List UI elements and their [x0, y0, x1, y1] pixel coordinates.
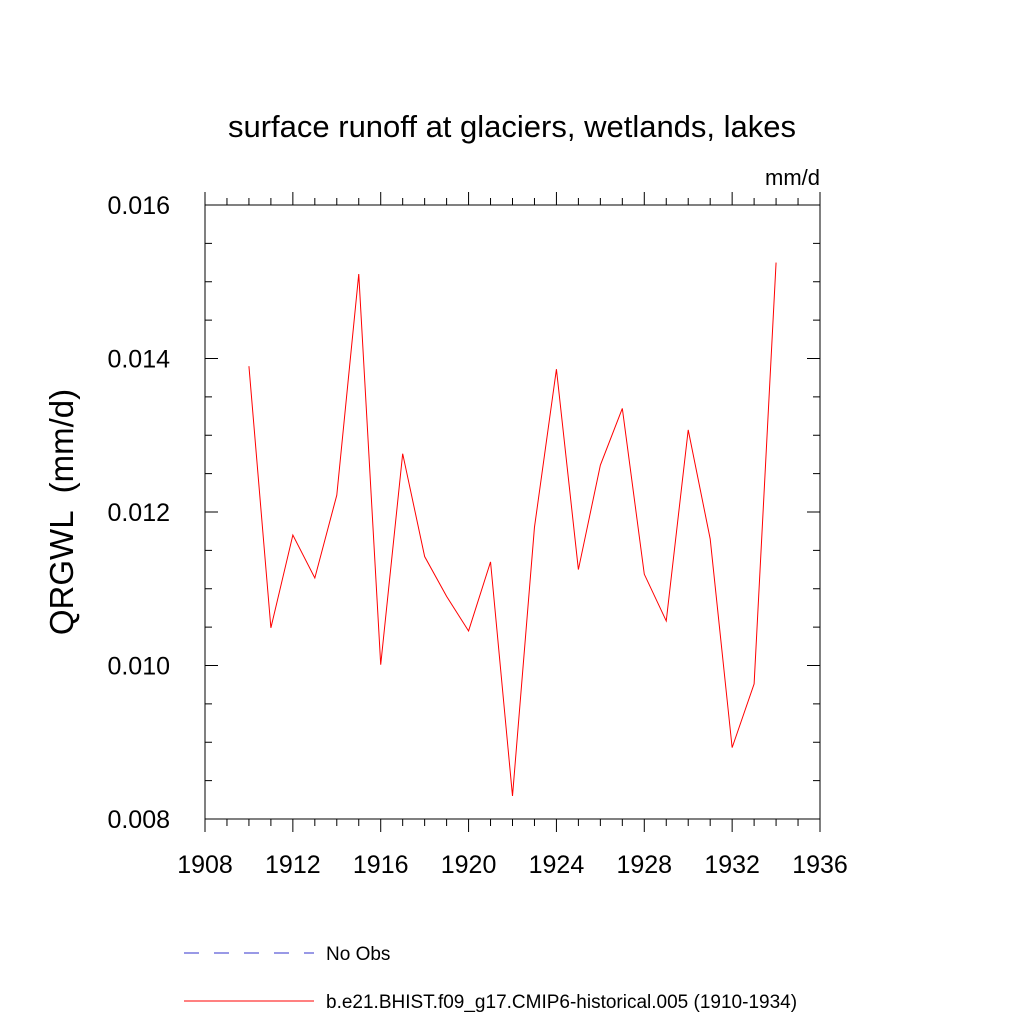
units-label: mm/d	[765, 165, 820, 190]
x-tick-label: 1912	[265, 851, 321, 879]
axis-ticks	[204, 192, 821, 832]
x-tick-label: 1928	[616, 851, 672, 879]
plot-frame	[204, 204, 821, 820]
series-layer	[248, 262, 777, 797]
y-tick-label: 0.012	[107, 499, 170, 527]
chart-title: surface runoff at glaciers, wetlands, la…	[228, 109, 796, 144]
x-tick-label: 1916	[353, 851, 409, 879]
series-line	[248, 262, 777, 797]
y-tick-label: 0.010	[107, 653, 170, 681]
x-tick-label: 1908	[177, 851, 233, 879]
legend-label: b.e21.BHIST.f09_g17.CMIP6-historical.005…	[326, 992, 797, 1013]
x-tick-label: 1936	[792, 851, 848, 879]
axis-tick-labels: 1908 1912 1916 1920 1924 1928 1932 1936 0.008 0.0…	[107, 192, 847, 879]
y-tick-label: 0.014	[107, 346, 170, 374]
x-tick-label: 1932	[704, 851, 760, 879]
y-tick-label: 0.008	[107, 806, 170, 834]
x-tick-label: 1920	[441, 851, 497, 879]
legend: No Obs b.e21.BHIST.f09_g17.CMIP6-historic…	[184, 944, 797, 1013]
y-axis-label: QRGWL (mm/d)	[43, 389, 80, 635]
legend-label: No Obs	[326, 944, 390, 965]
y-tick-label: 0.016	[107, 192, 170, 220]
x-tick-label: 1924	[529, 851, 585, 879]
